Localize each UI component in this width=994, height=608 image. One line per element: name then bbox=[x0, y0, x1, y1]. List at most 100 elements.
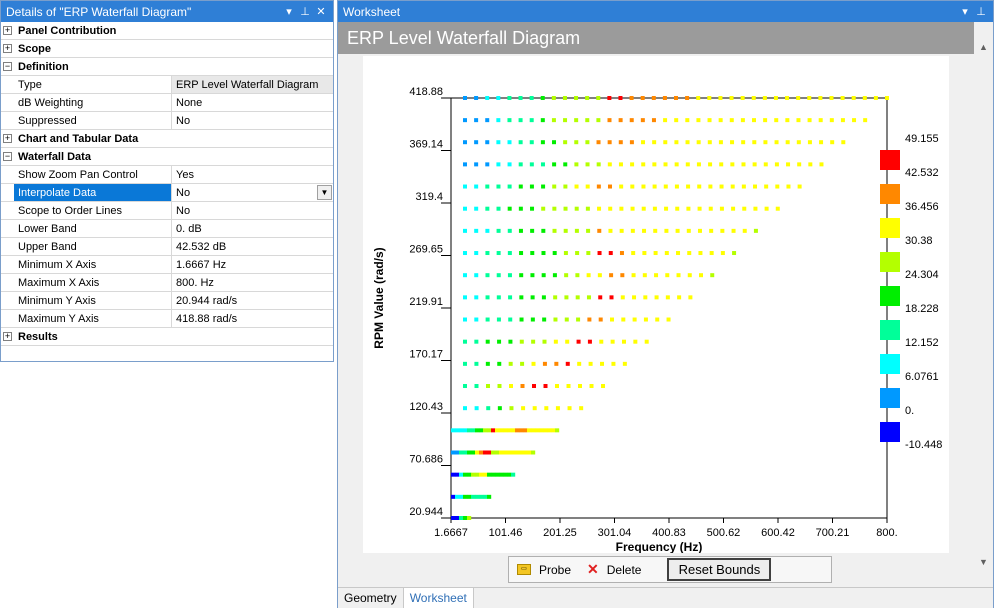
data-point bbox=[552, 273, 557, 278]
minus-box-icon: − bbox=[3, 151, 12, 161]
delete-button[interactable]: ✕ Delete bbox=[579, 559, 649, 581]
data-point bbox=[455, 450, 460, 455]
data-point bbox=[541, 206, 546, 211]
property-dropdown[interactable]: No ▼ bbox=[172, 184, 333, 201]
legend-swatch bbox=[880, 218, 900, 238]
data-point bbox=[485, 295, 490, 300]
data-point bbox=[463, 494, 468, 499]
dropdown-arrow-icon[interactable]: ▾ bbox=[962, 6, 968, 18]
expand-icon[interactable]: + bbox=[1, 328, 14, 345]
data-point bbox=[586, 228, 591, 233]
property-value[interactable]: 0. dB bbox=[172, 220, 333, 237]
x-tick-label: 500.62 bbox=[707, 527, 741, 539]
property-row[interactable]: Maximum Y Axis 418.88 rad/s bbox=[1, 310, 333, 328]
legend-swatch bbox=[880, 184, 900, 204]
property-row[interactable]: Maximum X Axis 800. Hz bbox=[1, 274, 333, 292]
property-value[interactable]: No bbox=[172, 202, 333, 219]
pin-icon[interactable]: ⊥ bbox=[976, 6, 986, 18]
property-row[interactable]: Minimum Y Axis 20.944 rad/s bbox=[1, 292, 333, 310]
property-row[interactable]: dB Weighting None bbox=[1, 94, 333, 112]
data-point bbox=[485, 228, 490, 233]
section-header[interactable]: − Definition bbox=[1, 58, 333, 76]
property-value[interactable]: 42.532 dB bbox=[172, 238, 333, 255]
section-header[interactable]: + Results bbox=[1, 328, 333, 346]
data-point bbox=[519, 428, 524, 433]
worksheet-panel: Worksheet ▾ ⊥ ERP Level Waterfall Diagra… bbox=[337, 0, 994, 608]
data-point bbox=[555, 428, 560, 433]
property-value[interactable]: 418.88 rad/s bbox=[172, 310, 333, 327]
scroll-up-icon[interactable]: ▲ bbox=[979, 42, 988, 52]
data-point bbox=[597, 273, 602, 278]
data-point bbox=[474, 118, 479, 123]
legend-swatch bbox=[880, 354, 900, 374]
scroll-down-icon[interactable]: ▼ bbox=[979, 557, 988, 567]
data-point bbox=[763, 140, 768, 145]
data-point bbox=[598, 317, 603, 322]
chevron-down-icon[interactable]: ▼ bbox=[317, 185, 332, 200]
close-icon[interactable]: ✕ bbox=[316, 6, 326, 18]
property-value[interactable]: 800. Hz bbox=[172, 274, 333, 291]
section-header[interactable]: + Panel Contribution bbox=[1, 22, 333, 40]
x-tick-label: 800. bbox=[876, 527, 897, 539]
collapse-icon[interactable]: − bbox=[1, 148, 14, 165]
section-header[interactable]: + Scope bbox=[1, 40, 333, 58]
data-point bbox=[459, 450, 464, 455]
worksheet-titlebar: Worksheet ▾ ⊥ bbox=[338, 1, 993, 22]
data-point bbox=[575, 251, 580, 256]
data-point bbox=[578, 384, 583, 389]
property-value[interactable]: No bbox=[172, 112, 333, 129]
section-header[interactable]: − Waterfall Data bbox=[1, 148, 333, 166]
property-value[interactable]: 20.944 rad/s bbox=[172, 292, 333, 309]
property-value[interactable]: None bbox=[172, 94, 333, 111]
tab-geometry[interactable]: Geometry bbox=[338, 588, 404, 608]
data-point bbox=[608, 184, 613, 189]
waterfall-chart[interactable]: 418.88 369.14 319.4 269.65 219.91 170.17 120.4… bbox=[363, 56, 949, 553]
property-row[interactable]: Upper Band 42.532 dB bbox=[1, 238, 333, 256]
expand-icon[interactable]: + bbox=[1, 22, 14, 39]
property-value[interactable]: 1.6667 Hz bbox=[172, 256, 333, 273]
data-point bbox=[618, 96, 623, 100]
data-point bbox=[719, 162, 724, 167]
data-point bbox=[797, 162, 802, 167]
data-point bbox=[520, 384, 525, 389]
property-row[interactable]: Suppressed No bbox=[1, 112, 333, 130]
section-header[interactable]: + Chart and Tabular Data bbox=[1, 130, 333, 148]
data-point bbox=[541, 295, 546, 300]
probe-button[interactable]: ▭ Probe bbox=[509, 559, 579, 581]
data-point bbox=[518, 228, 523, 233]
property-row[interactable]: Show Zoom Pan Control Yes bbox=[1, 166, 333, 184]
data-point bbox=[608, 228, 613, 233]
data-point bbox=[547, 428, 552, 433]
expand-icon[interactable]: + bbox=[1, 40, 14, 57]
data-point bbox=[497, 406, 502, 411]
data-point bbox=[696, 140, 701, 145]
property-row[interactable]: Scope to Order Lines No bbox=[1, 202, 333, 220]
data-point bbox=[687, 251, 692, 256]
property-row[interactable]: Interpolate Data No ▼ bbox=[1, 184, 333, 202]
vertical-scrollbar[interactable]: ▲ ▼ bbox=[975, 22, 993, 587]
pin-icon[interactable]: ⊥ bbox=[300, 6, 310, 18]
data-point bbox=[608, 251, 613, 256]
expand-icon[interactable]: + bbox=[1, 130, 14, 147]
data-point bbox=[499, 450, 504, 455]
data-point bbox=[531, 428, 536, 433]
collapse-icon[interactable]: − bbox=[1, 58, 14, 75]
property-row[interactable]: Lower Band 0. dB bbox=[1, 220, 333, 238]
property-value[interactable]: Yes bbox=[172, 166, 333, 183]
data-point bbox=[718, 96, 723, 100]
property-row[interactable]: Type ERP Level Waterfall Diagram bbox=[1, 76, 333, 94]
tab-worksheet[interactable]: Worksheet bbox=[403, 588, 474, 608]
data-point bbox=[499, 428, 504, 433]
x-tick-label: 400.83 bbox=[652, 527, 686, 539]
reset-bounds-button[interactable]: Reset Bounds bbox=[667, 558, 772, 581]
dropdown-arrow-icon[interactable]: ▾ bbox=[286, 6, 292, 18]
data-point bbox=[651, 118, 656, 123]
data-point bbox=[474, 251, 479, 256]
data-point bbox=[530, 228, 535, 233]
data-point bbox=[451, 494, 456, 499]
data-point bbox=[540, 96, 545, 100]
property-value[interactable]: ERP Level Waterfall Diagram bbox=[172, 76, 333, 93]
data-point bbox=[511, 428, 516, 433]
property-row[interactable]: Minimum X Axis 1.6667 Hz bbox=[1, 256, 333, 274]
property-value-text: No bbox=[176, 186, 191, 199]
